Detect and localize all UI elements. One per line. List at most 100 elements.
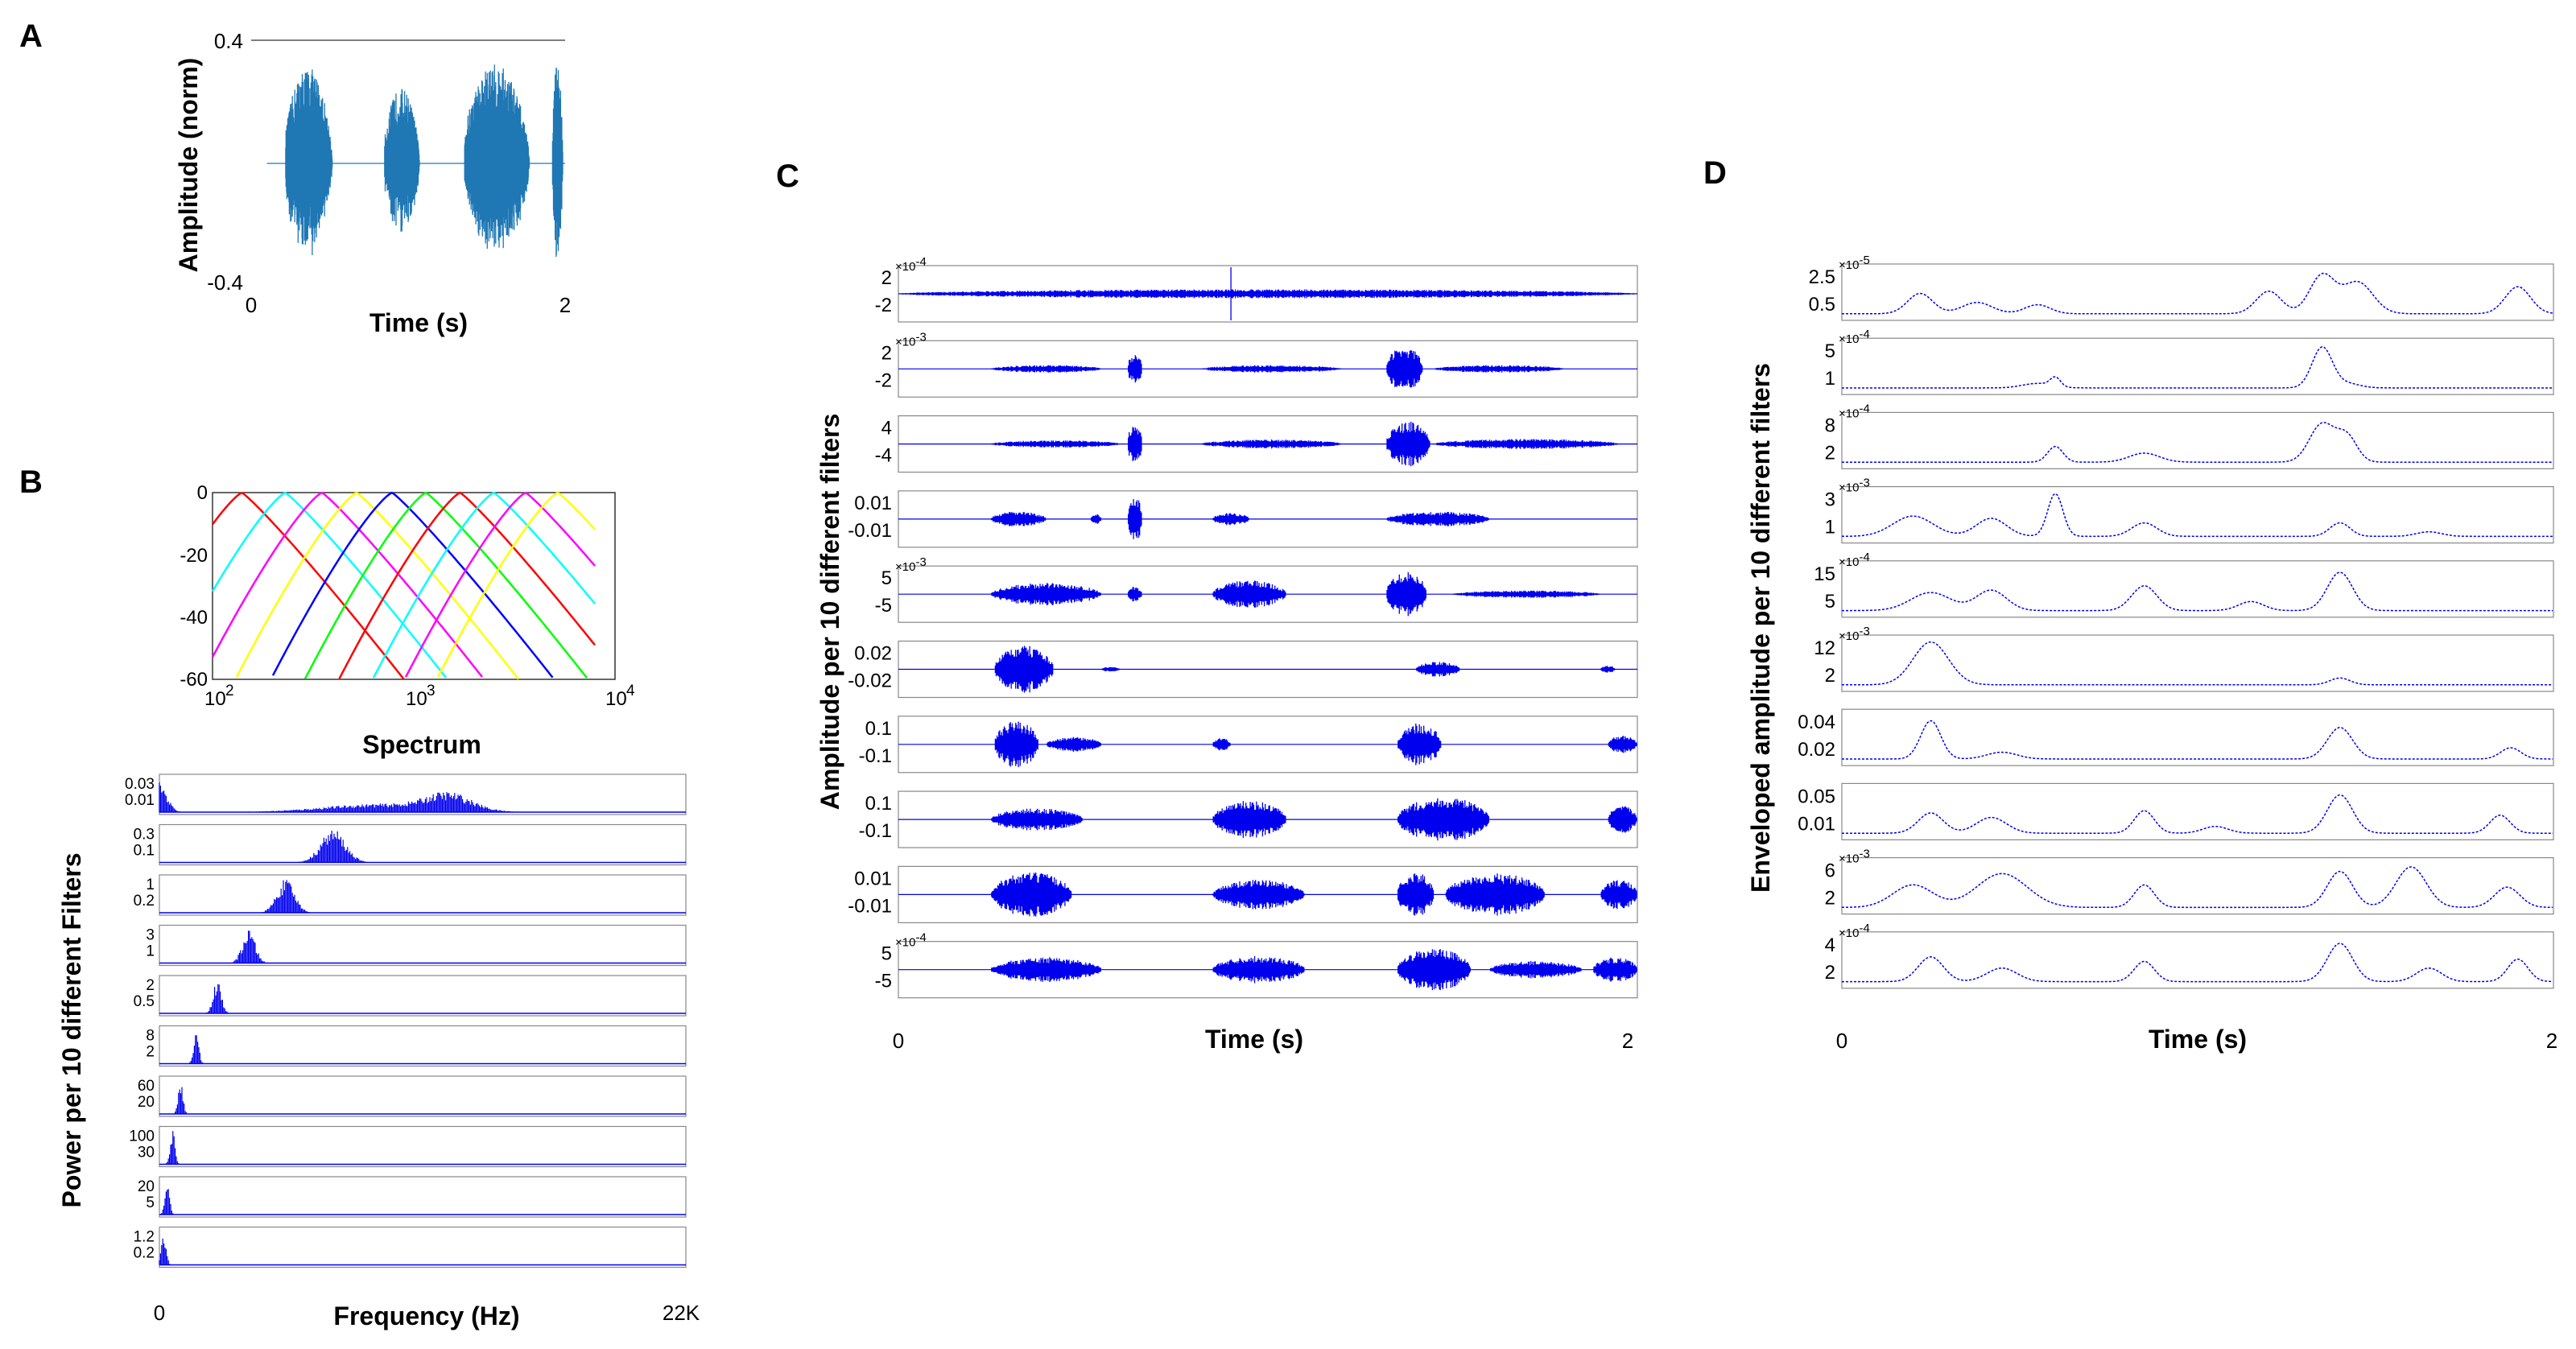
- d-envelope: [1842, 571, 2553, 612]
- panel-a-burst-0: [285, 69, 333, 255]
- panel-a-xlabel: Time (s): [369, 308, 468, 337]
- panel-c-stack: 2-2×10-42-2×10-34-40.01-0.015-5×10-30.02…: [848, 255, 1638, 999]
- power-ytick-hi: 20: [138, 1178, 155, 1195]
- c-waveform: [991, 798, 1637, 841]
- power-ytick-lo: 2: [146, 1044, 155, 1061]
- d-subplot-5: 12 2 ×10-3: [1814, 625, 2554, 692]
- c-ytick-lo: -5: [875, 595, 892, 617]
- power-ytick-hi: 0.3: [134, 827, 155, 844]
- c-ytick-hi: 5: [881, 943, 892, 965]
- d-subplot-0: 2.5 0.5 ×10-5: [1809, 254, 2554, 321]
- power-ytick-hi: 1.2: [134, 1229, 155, 1246]
- d-subplot-3: 3 1 ×10-3: [1825, 476, 2554, 544]
- d-envelope: [1842, 493, 2553, 538]
- power-ytick-hi: 1: [146, 877, 155, 893]
- panel-b-xtick-10000: 10 4: [605, 683, 635, 710]
- svg-text:10: 10: [605, 688, 627, 710]
- d-ytick-hi: 6: [1825, 860, 1835, 882]
- power-spectrum: [299, 831, 368, 863]
- power-subplot-frame: [159, 1226, 687, 1269]
- c-waveform: [991, 949, 1637, 991]
- c-waveform: [991, 572, 1600, 617]
- d-ytick-hi: 2.5: [1809, 266, 1835, 288]
- power-subplot-frame: [159, 924, 687, 967]
- d-subplot-frame: [1841, 708, 2554, 766]
- d-envelope: [1842, 422, 2553, 463]
- power-subplot-0: 0.030.01: [125, 774, 687, 815]
- c-waveform: [991, 499, 1489, 539]
- c-ytick-lo: -0.01: [848, 895, 892, 917]
- d-exponent: ×10-3: [1839, 848, 1870, 866]
- d-exponent: ×10-3: [1839, 476, 1870, 495]
- panel-d-label: D: [1703, 155, 1727, 191]
- d-exponent: ×10-4: [1839, 551, 1870, 569]
- d-ytick-lo: 0.01: [1798, 813, 1835, 835]
- c-ytick-hi: 0.1: [865, 718, 892, 740]
- d-ytick-lo: 2: [1825, 962, 1835, 984]
- power-ytick-hi: 8: [146, 1028, 155, 1045]
- power-ytick-lo: 30: [138, 1145, 155, 1161]
- power-ytick-hi: 3: [146, 927, 155, 944]
- d-ytick-hi: 4: [1825, 934, 1835, 956]
- panel-b-filter-frame: [212, 492, 616, 680]
- d-subplot-8: 6 2 ×10-3: [1825, 848, 2554, 915]
- filter-curve-0: [212, 492, 405, 680]
- d-subplot-frame: [1841, 411, 2554, 470]
- power-subplot-9: 1.20.2: [134, 1226, 687, 1269]
- panel-b-ytick-3: -60: [180, 669, 208, 691]
- d-subplot-2: 8 2 ×10-4: [1825, 402, 2554, 470]
- panel-a-ytick-top: 0.4: [214, 29, 243, 53]
- c-waveform: [898, 267, 1637, 320]
- power-spectrum: [231, 930, 267, 963]
- c-ytick-lo: -0.1: [859, 745, 892, 767]
- d-ytick-hi: 3: [1825, 489, 1835, 511]
- c-ytick-hi: 2: [881, 342, 892, 364]
- d-exponent: ×10-4: [1839, 328, 1870, 346]
- d-subplot-frame: [1841, 485, 2554, 544]
- d-subplot-frame: [1841, 856, 2554, 915]
- c-subplot-4: 5 -5 ×10-3: [875, 555, 1638, 623]
- panel-b-ylabel: Power per 10 different Filters: [57, 852, 86, 1207]
- d-subplot-frame: [1841, 634, 2554, 692]
- d-subplot-9: 4 2 ×10-4: [1825, 922, 2554, 989]
- power-subplot-4: 20.5: [134, 975, 687, 1017]
- d-ytick-lo: 2: [1825, 442, 1835, 464]
- filter-curve-9: [436, 492, 596, 678]
- panel-b-power-stack: 0.030.010.30.110.23120.5826020100302051.…: [125, 774, 687, 1269]
- panel-d-ylabel: Enveloped amplitude per 10 different fil…: [1746, 363, 1775, 893]
- c-ytick-hi: 0.02: [854, 643, 892, 665]
- d-ytick-hi: 8: [1825, 415, 1835, 436]
- svg-text:3: 3: [427, 683, 436, 699]
- c-waveform: [991, 422, 1619, 467]
- panel-b-ytick-1: -20: [180, 545, 208, 567]
- d-ytick-lo: 5: [1825, 591, 1835, 613]
- power-ytick-lo: 20: [138, 1094, 155, 1111]
- c-exponent: ×10-3: [895, 555, 927, 574]
- filter-curve-5: [303, 491, 588, 679]
- c-ytick-lo: -0.02: [848, 670, 892, 692]
- svg-text:4: 4: [626, 683, 635, 699]
- power-ytick-hi: 60: [138, 1078, 155, 1095]
- c-subplot-2: 4-4: [875, 415, 1638, 473]
- panel-c: C Amplitude per 10 different filters 2 -2…: [776, 159, 1638, 1054]
- svg-text:2: 2: [225, 683, 234, 699]
- c-exponent: ×10-4: [895, 255, 927, 274]
- c-ytick-hi: 0.1: [865, 793, 892, 815]
- c-ytick-lo: -0.1: [859, 820, 892, 842]
- panel-b: B 0 -20 -40 -60 10 2 10 3 10 4 Spectrum …: [19, 464, 700, 1330]
- c-ytick-hi: 5: [881, 567, 892, 589]
- panel-d-xtick-2: 2: [2546, 1029, 2557, 1053]
- d-subplot-frame: [1841, 560, 2554, 618]
- power-subplot-1: 0.30.1: [134, 823, 687, 866]
- c-ytick-lo: -2: [875, 369, 892, 391]
- d-ytick-hi: 0.05: [1798, 786, 1835, 807]
- c-subplot-9: 5 -5 ×10-4: [875, 931, 1638, 999]
- panel-a-ylabel: Amplitude (norm): [174, 58, 203, 273]
- c-exponent: ×10-4: [895, 931, 927, 950]
- power-spectrum: [189, 1035, 204, 1064]
- panel-d: D Enveloped amplitude per 10 different f…: [1703, 155, 2557, 1054]
- power-spectrum: [159, 1238, 171, 1265]
- d-subplot-4: 15 5 ×10-4: [1814, 551, 2554, 618]
